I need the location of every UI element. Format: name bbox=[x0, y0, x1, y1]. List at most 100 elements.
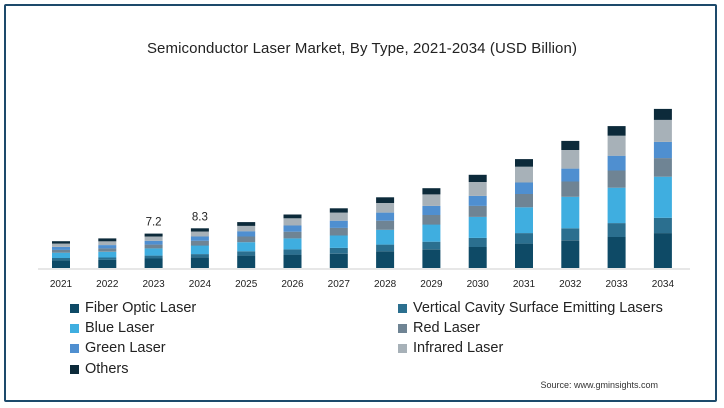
legend-label: Infrared Laser bbox=[413, 340, 504, 356]
bar-segment-2025-s4 bbox=[237, 231, 256, 237]
bar-segment-2032-s2 bbox=[561, 196, 580, 229]
bar-segment-2032-s4 bbox=[561, 168, 580, 182]
bar-segment-2029-s0 bbox=[422, 249, 441, 268]
x-tick-label: 2032 bbox=[559, 279, 582, 290]
legend-swatch bbox=[398, 303, 407, 313]
legend-swatch bbox=[70, 364, 79, 374]
legend-item: Green Laser bbox=[70, 340, 166, 356]
bar-segment-2032-s6 bbox=[561, 140, 580, 150]
bar-segment-2029-s6 bbox=[422, 188, 441, 195]
bar-segment-2030-s2 bbox=[468, 216, 487, 238]
bar-segment-2024-s2 bbox=[190, 245, 209, 255]
legend-label: Blue Laser bbox=[85, 320, 155, 336]
bar-segment-2024-s6 bbox=[190, 228, 209, 232]
bar-segment-2032-s3 bbox=[561, 181, 580, 197]
bar-segment-2034-s1 bbox=[653, 217, 672, 234]
bar-segment-2022-s3 bbox=[98, 248, 117, 252]
bar-segment-2033-s5 bbox=[607, 135, 626, 156]
bar-segment-2033-s1 bbox=[607, 223, 626, 237]
x-tick-label: 2033 bbox=[605, 279, 628, 290]
data-label: 8.3 bbox=[192, 211, 208, 223]
bar-segment-2029-s2 bbox=[422, 224, 441, 242]
bar-segment-2023-s4 bbox=[144, 240, 163, 245]
legend-item: Infrared Laser bbox=[398, 340, 503, 356]
bar-segment-2034-s2 bbox=[653, 176, 672, 218]
x-tick-label: 2025 bbox=[235, 279, 258, 290]
bar-segment-2030-s3 bbox=[468, 205, 487, 217]
x-tick-label: 2034 bbox=[652, 279, 675, 290]
legend-label: Vertical Cavity Surface Emitting Lasers bbox=[413, 300, 663, 316]
bar-segment-2024-s0 bbox=[190, 257, 209, 268]
bar-segment-2025-s5 bbox=[237, 226, 256, 232]
bar-segment-2031-s6 bbox=[515, 159, 533, 167]
bars-group bbox=[52, 108, 672, 268]
bar-segment-2023-s1 bbox=[144, 255, 163, 259]
legend-item: Red Laser bbox=[398, 320, 480, 336]
x-tick-label: 2023 bbox=[142, 279, 165, 290]
bar-segment-2034-s3 bbox=[653, 158, 672, 177]
bar-segment-2023-s5 bbox=[144, 236, 163, 241]
bar-segment-2029-s1 bbox=[422, 241, 441, 250]
bar-segment-2021-s4 bbox=[52, 247, 70, 250]
bar-segment-2026-s0 bbox=[283, 254, 302, 268]
bar-segment-2033-s3 bbox=[607, 170, 626, 188]
x-tick-label: 2021 bbox=[50, 279, 73, 290]
source-note: Source: www.gminsights.com bbox=[540, 380, 658, 390]
bar-segment-2026-s3 bbox=[283, 231, 302, 239]
bar-segment-2027-s5 bbox=[329, 212, 348, 221]
bar-segment-2023-s3 bbox=[144, 244, 163, 249]
chart-frame bbox=[4, 4, 717, 402]
legend-item: Others bbox=[70, 361, 129, 377]
bar-segment-2025-s6 bbox=[237, 222, 256, 226]
bar-segment-2025-s3 bbox=[237, 236, 256, 243]
x-tick-labels: 2021 2022 2023 2024 2025 2026 2027 2028 2029 2030… bbox=[50, 279, 675, 290]
bar-segment-2033-s4 bbox=[607, 155, 626, 171]
bar-segment-2026-s1 bbox=[283, 249, 302, 255]
bar-segment-2021-s6 bbox=[52, 241, 70, 244]
bar-segment-2028-s3 bbox=[376, 220, 395, 230]
bar-segment-2025-s1 bbox=[237, 251, 256, 256]
x-tick-label: 2024 bbox=[189, 279, 212, 290]
bar-segment-2022-s0 bbox=[98, 259, 117, 268]
legend-swatch bbox=[70, 343, 79, 353]
bar-segment-2030-s5 bbox=[468, 182, 487, 196]
bar-segment-2032-s0 bbox=[561, 240, 580, 268]
chart-title: Semiconductor Laser Market, By Type, 202… bbox=[146, 40, 578, 57]
bar-segment-2021-s0 bbox=[52, 260, 70, 268]
legend-swatch bbox=[398, 323, 407, 333]
bar-segment-2028-s1 bbox=[376, 244, 395, 252]
bar-segment-2027-s0 bbox=[329, 253, 348, 268]
bar-segment-2022-s6 bbox=[98, 238, 117, 242]
bar-segment-2028-s4 bbox=[376, 212, 395, 221]
bar-segment-2024-s1 bbox=[190, 254, 209, 258]
legend-item: Fiber Optic Laser bbox=[70, 300, 196, 316]
bar-segment-2030-s0 bbox=[468, 247, 487, 268]
legend-swatch bbox=[70, 323, 79, 333]
bar-segment-2029-s5 bbox=[422, 194, 441, 206]
bar-segment-2030-s6 bbox=[468, 174, 487, 182]
bar-segment-2033-s6 bbox=[607, 126, 626, 136]
bar-segment-2025-s0 bbox=[237, 255, 256, 268]
bar-segment-2034-s0 bbox=[653, 233, 672, 268]
bar-segment-2027-s1 bbox=[329, 247, 348, 254]
bar-segment-2027-s6 bbox=[329, 208, 348, 213]
bar-segment-2031-s4 bbox=[515, 182, 533, 194]
bar-segment-2029-s3 bbox=[422, 215, 441, 225]
bar-segment-2021-s1 bbox=[52, 258, 70, 261]
bar-segment-2026-s6 bbox=[283, 214, 302, 219]
bar-segment-2030-s4 bbox=[468, 195, 487, 206]
legend-swatch bbox=[398, 343, 407, 353]
bar-segment-2034-s5 bbox=[653, 119, 672, 142]
bar-segment-2021-s5 bbox=[52, 243, 70, 247]
x-tick-label: 2026 bbox=[281, 279, 304, 290]
bar-segment-2032-s1 bbox=[561, 228, 580, 241]
bar-segment-2031-s2 bbox=[515, 207, 533, 234]
bar-segment-2022-s1 bbox=[98, 257, 117, 260]
bar-segment-2023-s6 bbox=[144, 233, 163, 237]
bar-segment-2024-s4 bbox=[190, 236, 209, 241]
bar-segment-2026-s4 bbox=[283, 225, 302, 232]
x-tick-label: 2031 bbox=[513, 279, 536, 290]
bar-segment-2023-s0 bbox=[144, 258, 163, 268]
bar-segment-2033-s2 bbox=[607, 187, 626, 224]
